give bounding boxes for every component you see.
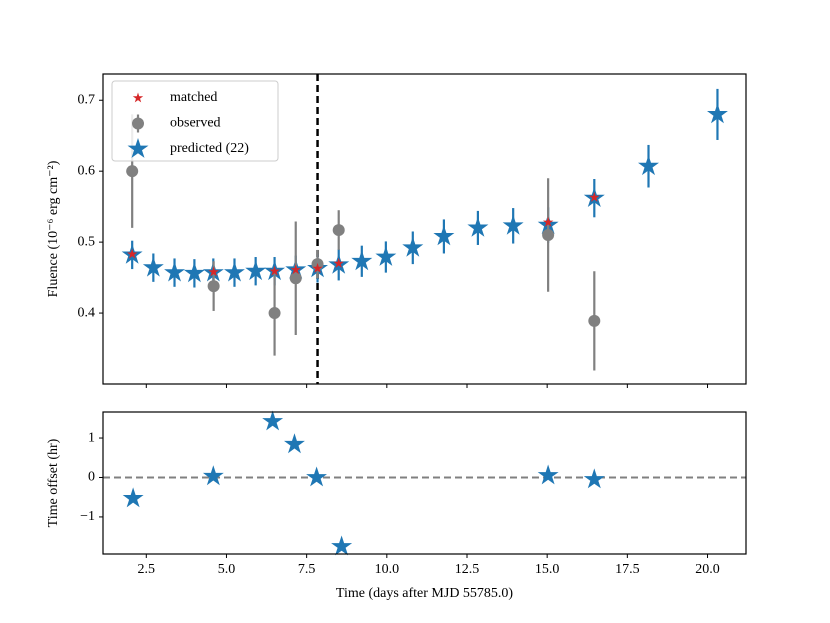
point <box>402 236 424 257</box>
y-tick-label: 0.6 <box>78 163 96 178</box>
point <box>312 262 323 273</box>
point <box>583 468 605 489</box>
y-tick-label: 0 <box>88 470 95 485</box>
point <box>262 410 284 431</box>
point <box>122 487 144 508</box>
legend-box <box>111 80 279 162</box>
axes-frame <box>102 73 747 385</box>
point <box>306 466 327 487</box>
point <box>332 224 345 237</box>
y-tick-label: −1 <box>80 509 95 524</box>
y-tick-label: 1 <box>88 430 95 445</box>
point <box>245 260 267 281</box>
point <box>268 307 281 320</box>
point <box>290 264 301 275</box>
x-axis-label: Time (days after MJD 55785.0) <box>336 586 514 601</box>
point <box>284 433 305 454</box>
point <box>202 465 224 486</box>
point <box>537 464 559 485</box>
point <box>589 191 600 202</box>
y-tick-label: 0.5 <box>78 234 96 249</box>
legend-marker <box>132 117 144 130</box>
point <box>126 165 139 178</box>
x-tick-label: 2.5 <box>138 562 156 577</box>
legend-label: observed <box>170 116 221 131</box>
point <box>588 314 601 327</box>
point <box>331 535 353 556</box>
point <box>183 262 205 283</box>
legend-marker <box>127 138 149 158</box>
axes-frame <box>102 411 747 555</box>
point <box>333 257 344 268</box>
y-tick-label: 0.4 <box>78 305 96 320</box>
x-tick-label: 12.5 <box>455 562 480 577</box>
point <box>289 272 302 285</box>
y-axis-label: Fluence (10⁻⁶ erg cm⁻²) <box>46 160 61 297</box>
point <box>351 250 373 271</box>
x-tick-label: 20.0 <box>695 562 720 577</box>
point <box>542 216 554 227</box>
point <box>433 225 455 246</box>
point <box>207 280 220 293</box>
point <box>269 265 280 276</box>
point <box>542 229 555 242</box>
y-axis-label: Time offset (hr) <box>46 438 61 527</box>
x-tick-label: 17.5 <box>615 562 640 577</box>
point <box>638 155 659 176</box>
point <box>375 246 397 266</box>
point <box>467 216 489 237</box>
y-tick-label: 0.7 <box>78 92 96 107</box>
point <box>164 261 185 282</box>
x-tick-label: 5.0 <box>218 562 236 577</box>
point <box>707 103 728 124</box>
legend-marker <box>132 92 144 103</box>
point <box>502 214 524 235</box>
point <box>208 266 219 277</box>
point <box>224 261 245 282</box>
x-tick-label: 15.0 <box>535 562 560 577</box>
legend-label: predicted (22) <box>170 141 249 156</box>
legend-label: matched <box>170 90 217 105</box>
x-tick-label: 7.5 <box>298 562 316 577</box>
point <box>127 248 138 259</box>
x-tick-label: 10.0 <box>375 562 400 577</box>
point <box>142 256 164 277</box>
